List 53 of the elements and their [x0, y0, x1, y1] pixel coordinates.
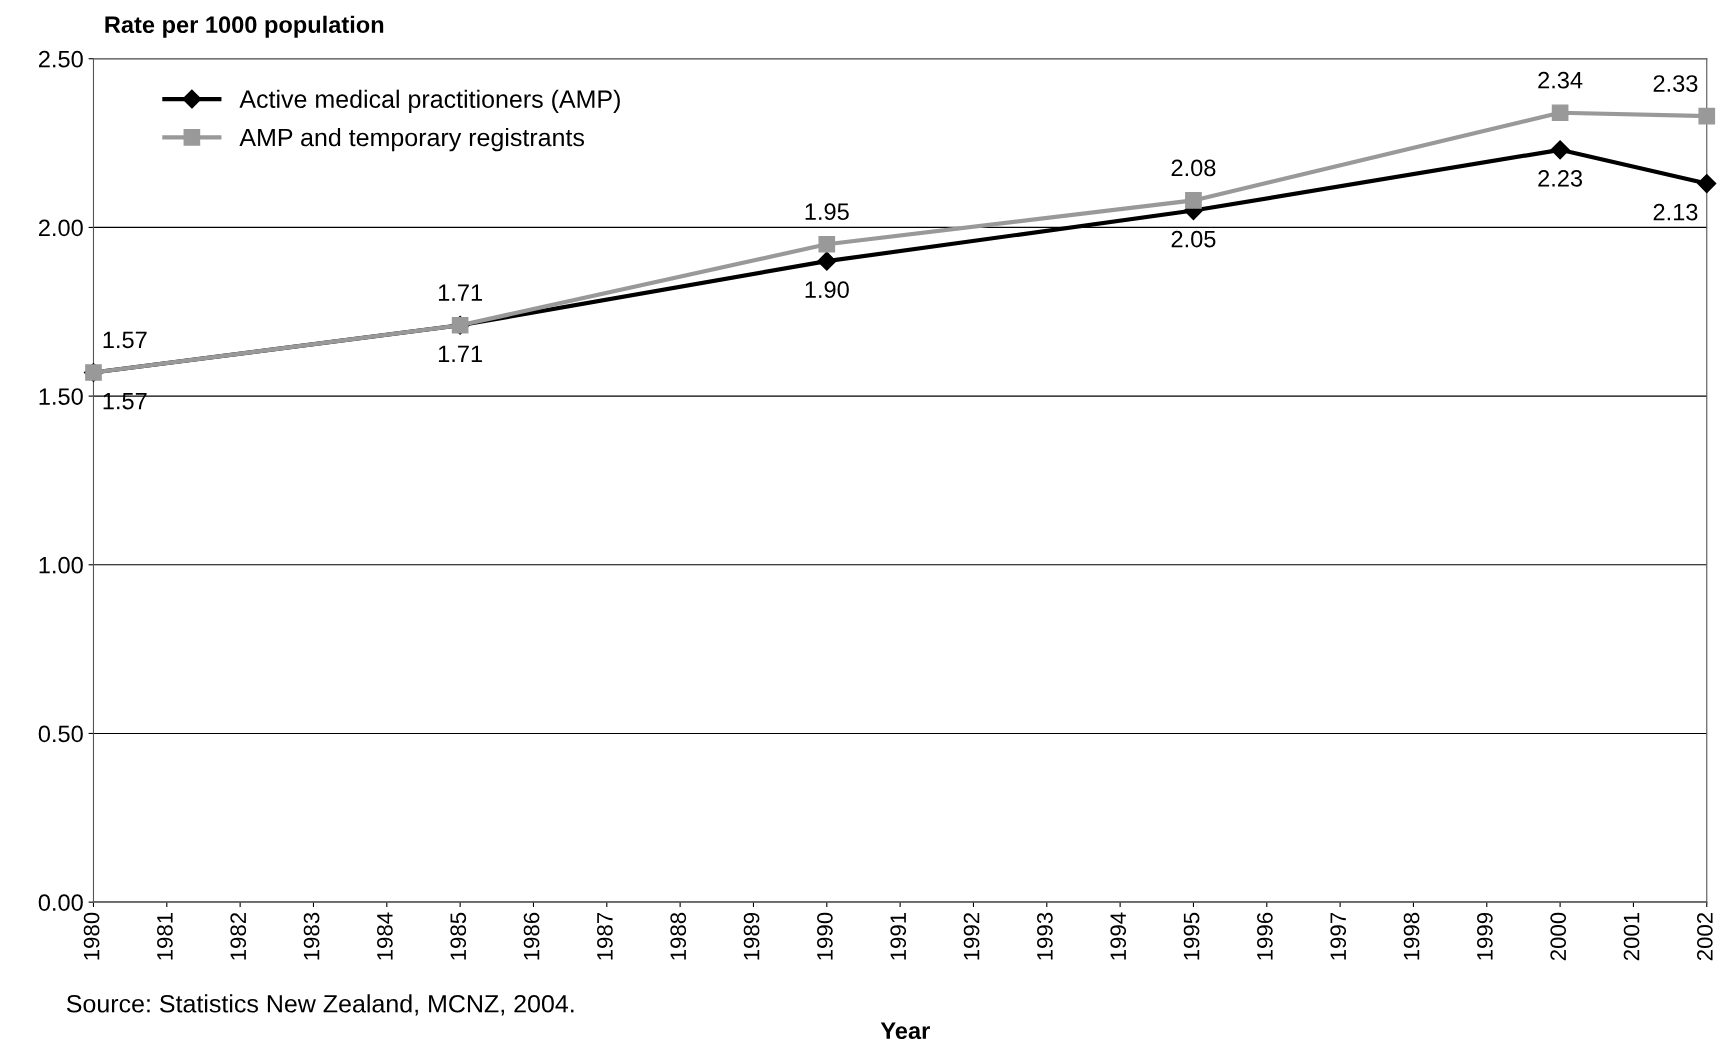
x-tick-label: 1993: [1037, 912, 1053, 960]
data-label: 1.57: [103, 331, 147, 349]
x-tick-label: 1998: [1403, 912, 1420, 960]
data-label: 2.23: [1538, 170, 1583, 187]
point: [817, 251, 837, 271]
source-note: Source: Statistics New Zealand, MCNZ, 2004.: [66, 994, 574, 1016]
y-tick-label: 1.00: [39, 556, 83, 574]
x-tick-label: 2001: [1623, 912, 1640, 961]
x-tick-label: 1990: [817, 912, 833, 960]
data-label: 2.13: [1653, 203, 1698, 221]
data-label: 1.71: [438, 345, 482, 362]
y-tick-label: 0.00: [38, 894, 83, 911]
point: [1551, 104, 1569, 122]
y-tick-label: 2.00: [38, 219, 83, 237]
x-tick-label: 1996: [1257, 912, 1273, 960]
x-tick-label: 2000: [1550, 912, 1567, 961]
data-label: 1.95: [805, 203, 849, 221]
y-tick-label: 1.50: [39, 388, 83, 405]
point: [1698, 107, 1716, 125]
x-tick-label: 1987: [597, 912, 613, 960]
point: [818, 235, 836, 253]
x-tick-label: 1991: [890, 912, 907, 960]
data-label: 1.71: [438, 284, 482, 301]
x-tick-label: 1995: [1183, 912, 1200, 960]
x-tick-label: 1985: [450, 912, 467, 960]
data-label: 2.08: [1171, 159, 1216, 177]
legend-label: AMP and temporary registrants: [239, 127, 584, 152]
x-tick-label: 1999: [1477, 912, 1493, 960]
point: [1550, 140, 1570, 160]
x-tick-label: 1986: [523, 912, 540, 960]
x-tick-label: 1988: [670, 912, 687, 960]
x-tick-label: 1980: [83, 912, 100, 960]
x-tick-label: 1989: [743, 912, 760, 960]
point: [1185, 192, 1202, 209]
y-tick-label: 2.50: [38, 50, 83, 68]
x-tick-label: 2002: [1697, 912, 1713, 961]
y-tick-label: 0.50: [38, 725, 83, 743]
x-tick-label: 1983: [303, 912, 320, 960]
x-tick-label: 1984: [377, 912, 393, 960]
data-label: 2.34: [1538, 71, 1583, 89]
y-axis-title: Rate per 1000 population: [105, 15, 384, 38]
data-label: 1.57: [103, 392, 147, 410]
legend-label: Active medical practitioners (AMP): [239, 89, 620, 113]
data-label: 2.33: [1653, 75, 1698, 92]
x-tick-label: 1982: [230, 912, 247, 960]
point: [1697, 174, 1717, 194]
x-tick-label: 1994: [1110, 912, 1127, 960]
x-tick-label: 1981: [157, 912, 173, 960]
data-label: 1.90: [805, 281, 849, 299]
x-tick-label: 1992: [963, 912, 980, 960]
x-axis-title: Year: [880, 1022, 930, 1040]
data-label: 2.05: [1171, 230, 1216, 248]
x-tick-label: 1997: [1330, 912, 1347, 960]
